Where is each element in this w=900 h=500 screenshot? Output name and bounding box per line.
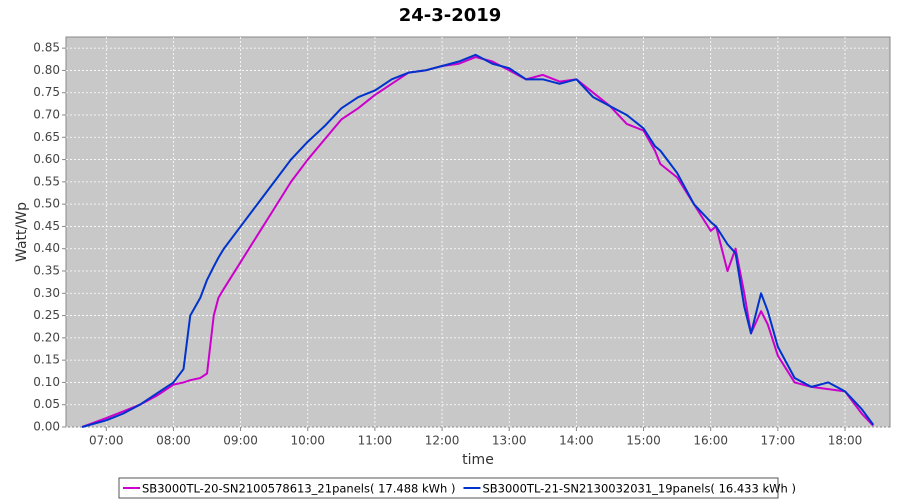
y-tick-label: 0.80: [33, 63, 60, 77]
y-tick-label: 0.25: [33, 308, 60, 322]
x-tick-label: 09:00: [223, 434, 258, 448]
x-tick-label: 11:00: [358, 434, 393, 448]
x-tick-label: 17:00: [761, 434, 796, 448]
y-axis-label: Watt/Wp: [14, 202, 30, 262]
y-tick-label: 0.35: [33, 264, 60, 278]
plot-area: [65, 36, 891, 428]
y-tick-label: 0.60: [33, 152, 60, 166]
y-tick-label: 0.15: [33, 353, 60, 367]
x-tick-label: 08:00: [156, 434, 191, 448]
series-line: [81, 53, 875, 428]
x-tick-label: 16:00: [693, 434, 728, 448]
legend-label: SB3000TL-20-SN2100578613_21panels( 17.48…: [142, 482, 455, 496]
y-tick-label: 0.30: [33, 286, 60, 300]
x-tick-label: 10:00: [290, 434, 325, 448]
series-line: [81, 56, 874, 428]
y-tick-label: 0.85: [33, 41, 60, 55]
x-tick-label: 12:00: [425, 434, 460, 448]
legend-label: SB3000TL-21-SN2130032031_19panels( 16.43…: [482, 482, 795, 496]
y-tick-label: 0.10: [33, 375, 60, 389]
y-tick-label: 0.05: [33, 397, 60, 411]
legend: [118, 477, 779, 499]
y-tick-label: 0.70: [33, 108, 60, 122]
y-tick-label: 0.50: [33, 197, 60, 211]
x-axis-label: time: [462, 452, 494, 468]
x-tick-label: 18:00: [828, 434, 863, 448]
chart-title: 24-3-2019: [399, 5, 502, 26]
y-tick-label: 0.55: [33, 174, 60, 188]
y-tick-label: 0.75: [33, 85, 60, 99]
y-tick-label: 0.20: [33, 330, 60, 344]
x-tick-label: 14:00: [559, 434, 594, 448]
x-tick-label: 15:00: [626, 434, 661, 448]
y-tick-label: 0.65: [33, 130, 60, 144]
x-tick-label: 07:00: [89, 434, 124, 448]
y-tick-label: 0.45: [33, 219, 60, 233]
x-tick-label: 13:00: [492, 434, 527, 448]
y-tick-label: 0.40: [33, 241, 60, 255]
y-tick-label: 0.00: [33, 420, 60, 434]
